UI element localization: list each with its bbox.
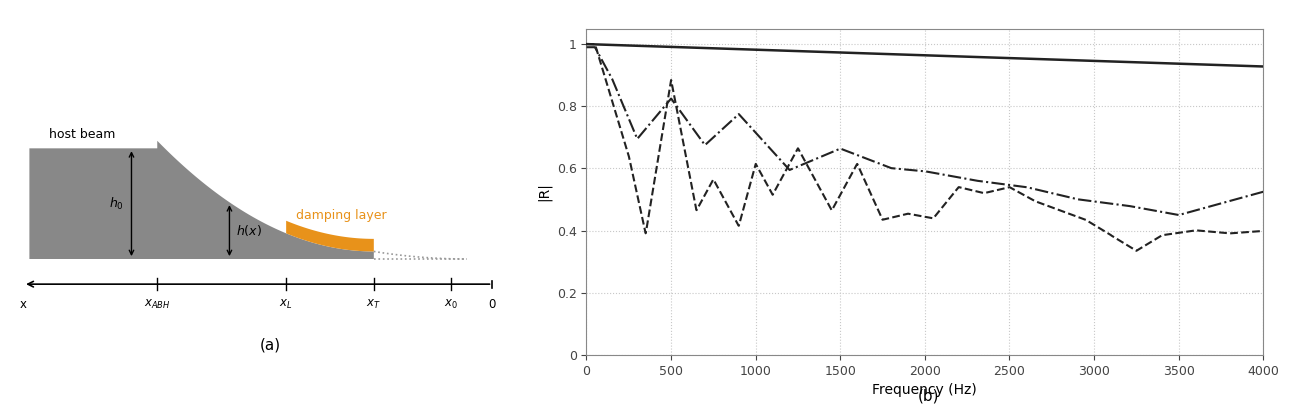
X-axis label: Frequency (Hz): Frequency (Hz) [873,383,977,397]
Text: (a): (a) [260,337,281,352]
Text: $x_0$: $x_0$ [445,298,458,311]
Text: x: x [19,298,27,311]
Y-axis label: |R|: |R| [536,182,552,201]
Text: $x_T$: $x_T$ [366,298,382,311]
Text: (b): (b) [918,389,938,404]
Text: damping layer: damping layer [296,209,387,222]
Text: host beam: host beam [49,128,115,141]
Text: $h(x)$: $h(x)$ [236,223,262,238]
Polygon shape [286,221,374,251]
Text: $x_{ABH}$: $x_{ABH}$ [144,298,170,311]
Text: $x_L$: $x_L$ [280,298,293,311]
Text: 0: 0 [489,298,496,311]
Polygon shape [30,141,374,259]
Text: $h_0$: $h_0$ [108,195,124,212]
